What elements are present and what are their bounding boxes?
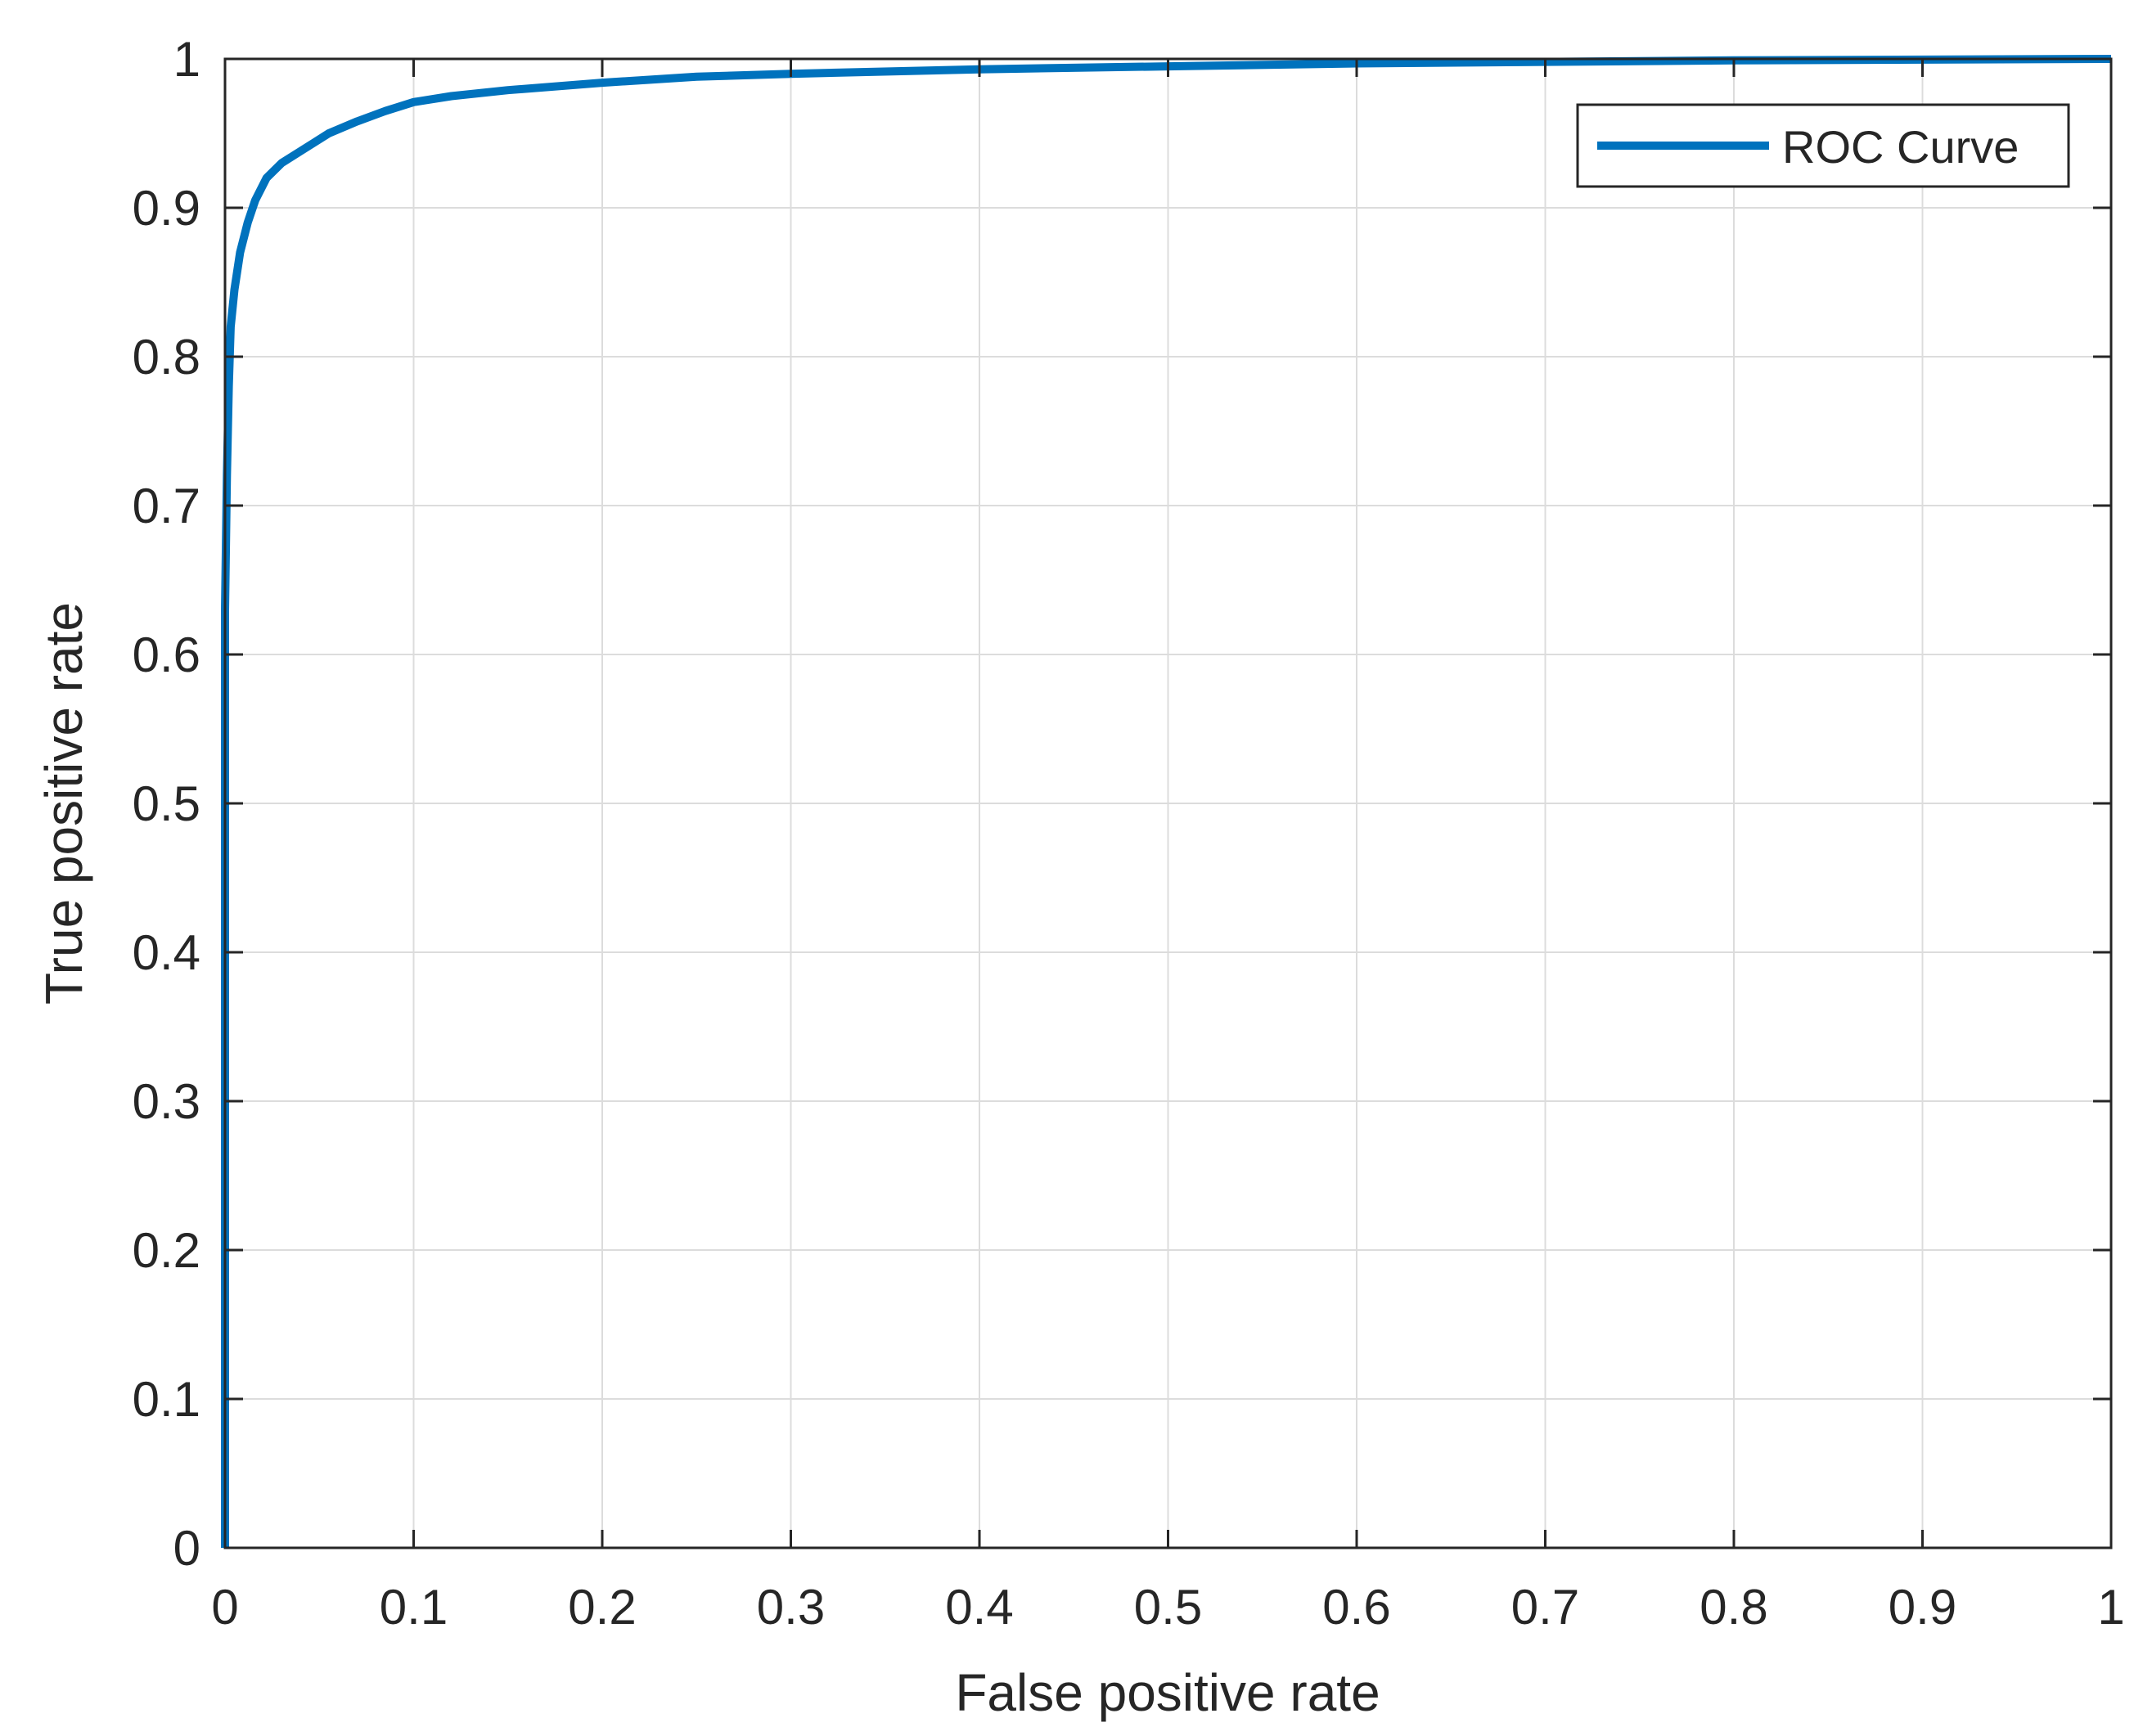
roc-curve-line (221, 55, 2112, 1548)
x-tick-label: 0.5 (1134, 1580, 1202, 1635)
x-tick-label: 0.8 (1700, 1580, 1767, 1635)
y-tick-label: 0.7 (133, 479, 200, 533)
x-tick-label: 0.2 (568, 1580, 636, 1635)
x-axis-label: False positive rate (955, 1663, 1380, 1722)
x-tick-label: 0.1 (380, 1580, 448, 1635)
y-tick-label: 1 (173, 32, 200, 87)
y-tick-label: 0.1 (133, 1372, 200, 1427)
x-tick-label: 0.6 (1322, 1580, 1390, 1635)
y-tick-labels: 0 0.1 0.2 0.3 0.4 0.5 0.6 0.7 0.8 0.9 1 (133, 32, 200, 1576)
y-tick-label: 0.8 (133, 330, 200, 385)
y-tick-label: 0.9 (133, 181, 200, 236)
y-tick-label: 0 (173, 1521, 200, 1576)
legend: ROC Curve (1576, 103, 2070, 188)
y-tick-label: 0.6 (133, 627, 200, 682)
x-tick-labels: 0 0.1 0.2 0.3 0.4 0.5 0.6 0.7 0.8 0.9 1 (211, 1580, 2124, 1635)
x-tick-label: 0.3 (757, 1580, 825, 1635)
legend-label: ROC Curve (1782, 121, 2019, 173)
x-tick-label: 0.7 (1511, 1580, 1579, 1635)
y-tick-label: 0.5 (133, 776, 200, 831)
series-layer (221, 55, 2112, 1548)
tick-marks (223, 57, 2113, 1549)
x-tick-label: 0 (211, 1580, 238, 1635)
y-tick-label: 0.2 (133, 1223, 200, 1278)
x-tick-label: 1 (2097, 1580, 2124, 1635)
y-tick-label: 0.3 (133, 1074, 200, 1129)
y-axis-label: True positive rate (34, 602, 93, 1005)
x-tick-label: 0.4 (945, 1580, 1013, 1635)
x-tick-label: 0.9 (1889, 1580, 1956, 1635)
y-tick-label: 0.4 (133, 925, 200, 980)
